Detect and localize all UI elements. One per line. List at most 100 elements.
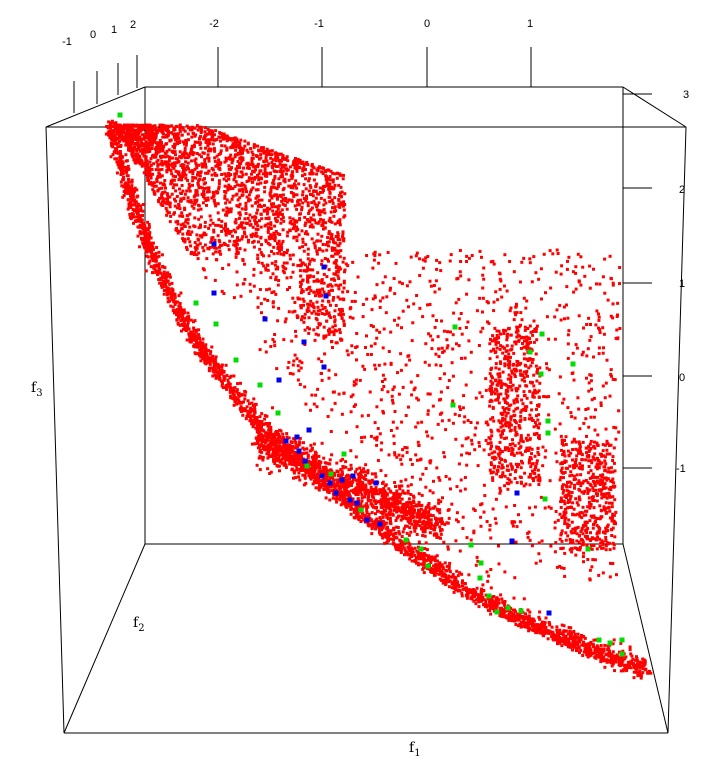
red-point — [241, 258, 245, 261]
red-point — [228, 200, 232, 204]
red-point — [293, 204, 297, 208]
red-point — [235, 192, 239, 196]
red-point — [190, 135, 194, 139]
red-point — [321, 249, 325, 253]
red-point — [145, 169, 149, 173]
red-point — [416, 561, 420, 565]
red-point — [349, 512, 353, 516]
red-point — [236, 160, 240, 163]
red-point — [202, 182, 206, 186]
red-point — [182, 151, 186, 155]
red-point — [578, 637, 582, 640]
red-point — [140, 236, 143, 240]
red-point — [235, 169, 239, 173]
red-point — [129, 217, 133, 221]
red-point — [288, 253, 292, 257]
red-point — [249, 147, 253, 151]
red-point — [204, 138, 208, 142]
red-point — [322, 189, 325, 192]
red-point — [323, 184, 326, 188]
red-point — [298, 436, 302, 440]
red-point — [184, 218, 188, 222]
red-point — [301, 297, 305, 301]
red-point — [322, 290, 326, 294]
red-point — [157, 265, 161, 269]
red-point — [337, 284, 341, 288]
red-point — [607, 647, 611, 651]
red-point — [200, 346, 204, 350]
red-point — [208, 149, 212, 153]
red-point — [387, 533, 391, 537]
red-point — [422, 560, 426, 564]
red-point — [347, 483, 351, 487]
red-point — [241, 156, 245, 160]
red-point — [586, 650, 590, 654]
red-point — [418, 552, 422, 556]
red-point — [293, 301, 297, 304]
red-point — [184, 176, 188, 180]
red-point — [547, 621, 551, 625]
red-point — [187, 167, 190, 171]
red-point — [582, 644, 586, 648]
red-point — [315, 172, 319, 176]
red-point — [334, 272, 338, 276]
red-point — [186, 161, 190, 165]
red-point — [495, 596, 499, 600]
red-point — [209, 350, 213, 354]
red-point — [109, 126, 113, 130]
red-point — [491, 607, 495, 611]
red-point — [262, 204, 266, 207]
red-point — [152, 184, 156, 188]
red-point — [272, 169, 276, 173]
red-point — [213, 373, 217, 377]
red-point — [339, 283, 343, 287]
red-point — [304, 243, 308, 247]
red-point — [271, 305, 275, 309]
red-point — [398, 544, 402, 547]
red-point — [125, 170, 128, 174]
red-point — [127, 178, 130, 181]
red-point — [168, 273, 172, 277]
red-point — [146, 175, 150, 179]
red-point — [385, 525, 389, 529]
red-point — [256, 200, 260, 204]
red-point — [325, 309, 329, 313]
red-point — [247, 193, 251, 197]
red-point — [156, 144, 160, 148]
red-point — [113, 133, 117, 137]
red-point — [210, 359, 214, 363]
red-point — [132, 221, 135, 225]
red-point — [630, 654, 634, 658]
red-point — [290, 222, 294, 226]
red-point — [273, 205, 277, 209]
red-point — [331, 325, 335, 329]
red-point — [322, 203, 326, 207]
red-point — [243, 389, 247, 393]
red-point — [178, 214, 182, 218]
red-point — [217, 250, 221, 254]
red-point — [370, 532, 374, 536]
red-point — [283, 203, 287, 207]
red-point — [132, 198, 136, 202]
red-point — [343, 203, 347, 206]
red-point — [333, 309, 337, 313]
red-point — [168, 205, 172, 209]
red-point — [411, 550, 415, 554]
red-point — [219, 149, 223, 153]
red-point — [501, 601, 505, 605]
red-point — [380, 528, 384, 532]
red-point — [167, 211, 171, 215]
red-point — [245, 405, 249, 409]
red-point — [417, 540, 421, 544]
red-point — [308, 303, 311, 307]
red-point — [331, 201, 335, 205]
red-point — [288, 229, 292, 233]
red-point — [253, 144, 257, 148]
red-point — [323, 480, 327, 484]
red-point — [309, 299, 313, 303]
red-point — [232, 239, 236, 243]
red-point — [519, 625, 523, 629]
red-point — [339, 191, 342, 195]
red-point — [393, 536, 397, 540]
red-point — [342, 279, 346, 283]
